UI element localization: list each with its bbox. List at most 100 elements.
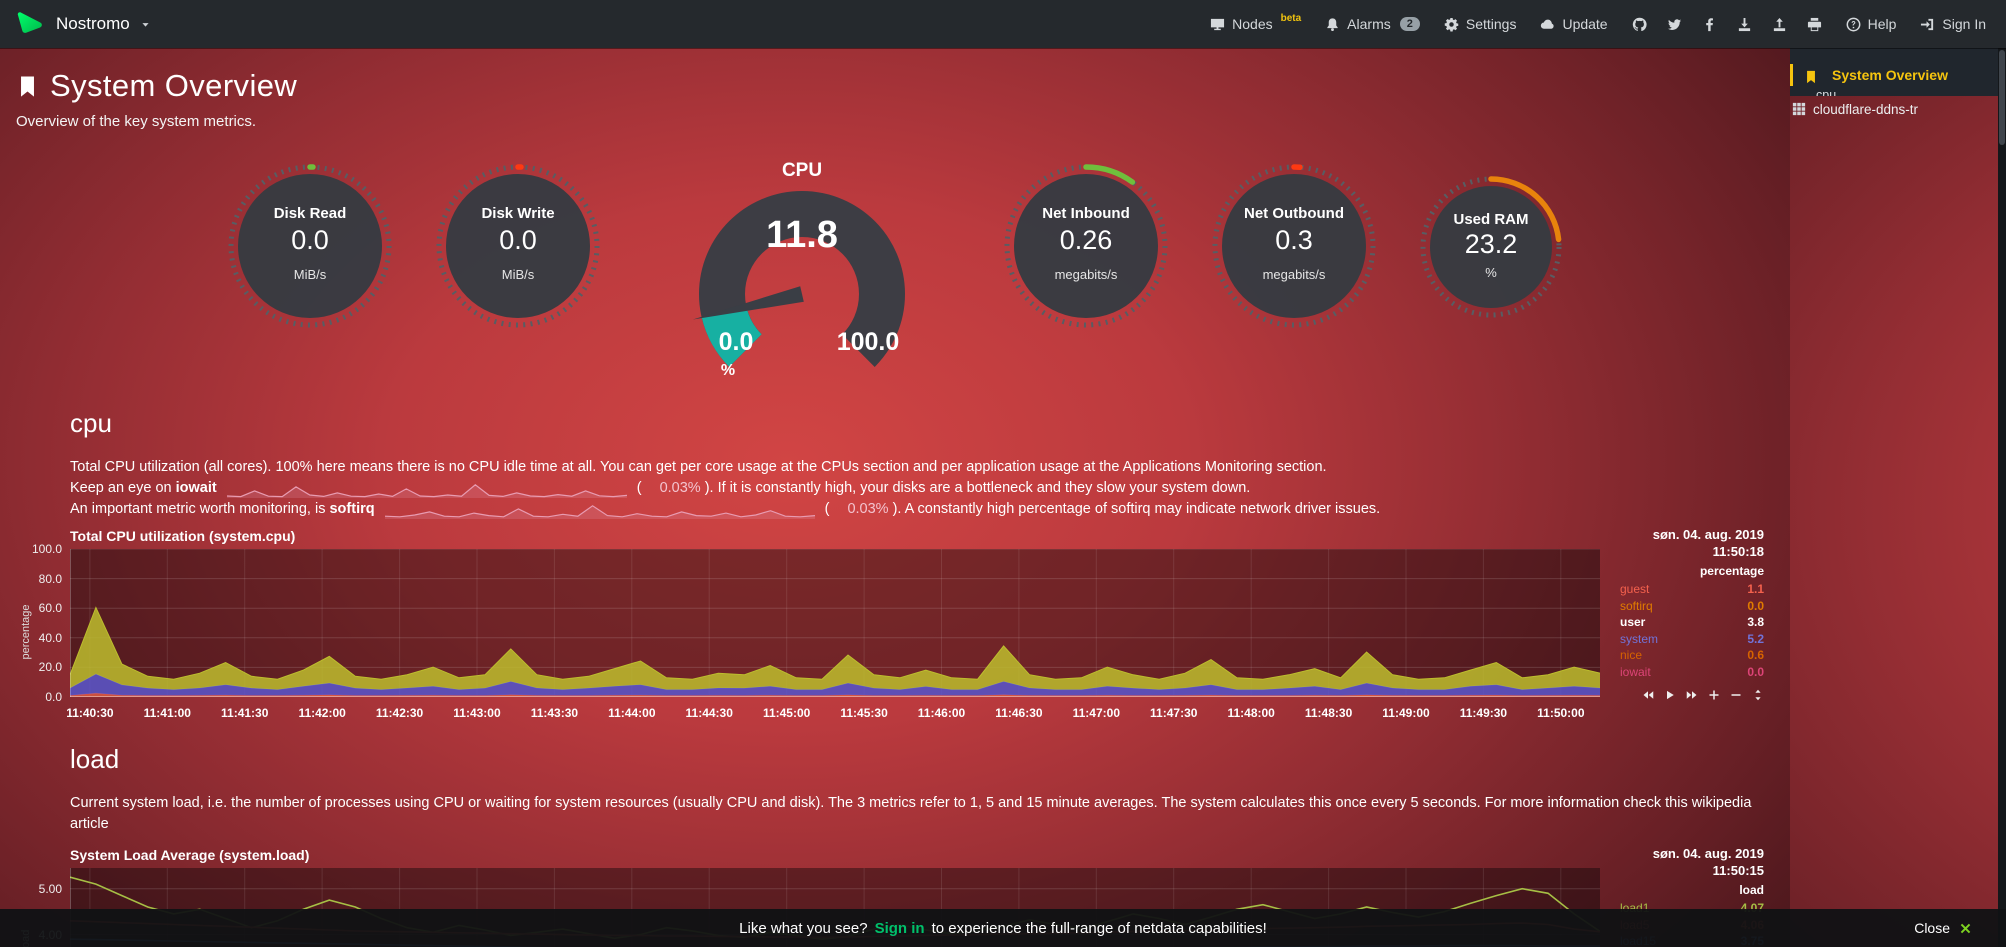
banner-close-button[interactable]: Close: [1914, 920, 1972, 936]
legend-value: 3.8: [1747, 615, 1764, 629]
x-tick-label: 11:48:30: [1304, 706, 1353, 720]
legend-item-guest[interactable]: guest 1.1: [1620, 581, 1764, 598]
gauge-ring: [1004, 164, 1168, 328]
settings-button[interactable]: Settings: [1444, 16, 1516, 32]
softirq-suffix: ). A constantly high percentage of softi…: [892, 501, 1381, 517]
chart-cpu: Total CPU utilization (system.cpu) søn. …: [14, 527, 1774, 720]
gauge-unit: MiB/s: [501, 266, 535, 282]
bookmark-icon: [16, 75, 39, 98]
x-tick-label: 11:45:30: [840, 706, 888, 720]
cpu-section-heading: cpu: [70, 408, 112, 438]
banner-text-suffix: to experience the full-range of netdata …: [931, 919, 1267, 937]
sidebar-item-system-overview[interactable]: System Overview: [1790, 64, 1972, 86]
softirq-value: 0.03%: [847, 501, 889, 517]
beta-badge: beta: [1280, 12, 1302, 24]
update-label: Update: [1562, 16, 1608, 32]
chart-play-icon[interactable]: [1664, 689, 1676, 701]
gauge-title: Disk Write: [481, 204, 555, 222]
chart-backward-icon[interactable]: [1642, 689, 1654, 701]
chart-unit-label: load: [1739, 883, 1764, 897]
bell-icon: [1325, 17, 1340, 32]
chevron-down-icon[interactable]: [140, 19, 151, 30]
x-tick-label: 11:49:30: [1459, 706, 1508, 720]
gauge-min-label: 0.0: [718, 328, 754, 356]
gauge-title: Used RAM: [1453, 211, 1529, 228]
gauges-row: Disk Read 0.0 MiB/s Disk Write 0.0 MiB/s…: [0, 160, 1790, 397]
x-tick-label: 11:41:00: [143, 706, 191, 720]
alarms-count-badge: 2: [1399, 17, 1420, 31]
facebook-icon[interactable]: [1702, 17, 1717, 32]
gauge-ring: [228, 164, 392, 328]
x-tick-label: 11:44:00: [608, 706, 656, 720]
x-tick-label: 11:41:30: [221, 706, 269, 720]
github-icon[interactable]: [1632, 17, 1647, 32]
legend-item-user[interactable]: user 3.8: [1620, 614, 1764, 631]
legend-name: user: [1620, 615, 1646, 629]
iowait-sparkline[interactable]: [226, 481, 627, 499]
x-tick-label: 11:48:00: [1227, 706, 1275, 720]
softirq-sparkline[interactable]: [384, 502, 815, 520]
x-tick-label: 11:47:00: [1072, 706, 1120, 720]
gauge-unit: MiB/s: [293, 266, 327, 282]
gauge-title: Net Inbound: [1042, 204, 1130, 222]
question-icon: [1846, 17, 1861, 32]
node-selector[interactable]: Nostromo: [56, 14, 130, 34]
twitter-icon[interactable]: [1667, 17, 1682, 32]
print-icon[interactable]: [1807, 17, 1822, 32]
legend-item-iowait[interactable]: iowait 0.0: [1620, 664, 1764, 681]
netdata-logo-icon: [14, 11, 46, 38]
grid-icon: [1792, 102, 1806, 116]
bookmark-icon: [1804, 70, 1818, 84]
sidebar-menu: System Overviewcpuloaddiskramnetworkproc…: [1790, 64, 1998, 947]
chart-minus-icon[interactable]: [1730, 689, 1742, 701]
gauge-disk-write[interactable]: Disk Write 0.0 MiB/s: [432, 160, 604, 332]
cpu-chart-canvas[interactable]: [69, 548, 1601, 698]
download-icon[interactable]: [1737, 17, 1752, 32]
alarms-button[interactable]: Alarms 2: [1325, 16, 1420, 32]
x-tick-label: 11:43:00: [453, 706, 501, 720]
gauge-used-ram[interactable]: Used RAM 23.2 %: [1416, 172, 1566, 322]
chart-plus-icon[interactable]: [1708, 689, 1720, 701]
legend-item-softirq[interactable]: softirq 0.0: [1620, 598, 1764, 615]
cloud-icon: [1540, 17, 1555, 32]
scrollbar-thumb[interactable]: [1999, 50, 2005, 145]
gauge-unit: megabits/s: [1054, 266, 1118, 282]
legend-item-system[interactable]: system 5.2: [1620, 631, 1764, 648]
legend-value: 0.0: [1747, 664, 1764, 679]
legend-item-nice[interactable]: nice 0.6: [1620, 647, 1764, 664]
y-tick-label: 80.0: [38, 571, 62, 586]
sidebar-item-cloudflare-ddns-tr[interactable]: cloudflare-ddns-tr: [1790, 96, 1998, 947]
signin-button[interactable]: Sign In: [1920, 16, 1986, 32]
page-scrollbar[interactable]: [1998, 48, 2006, 947]
legend-name: guest: [1620, 582, 1650, 596]
nodes-button[interactable]: Nodes beta: [1210, 12, 1302, 32]
update-button[interactable]: Update: [1540, 16, 1608, 32]
cpu-description: Total CPU utilization (all cores). 100% …: [70, 459, 1327, 475]
gauge-unit: %: [1485, 265, 1497, 280]
chart-resize-icon[interactable]: [1752, 689, 1764, 701]
help-button[interactable]: Help: [1846, 16, 1896, 32]
legend-name: softirq: [1620, 598, 1653, 613]
gauge-disk-read[interactable]: Disk Read 0.0 MiB/s: [224, 160, 396, 332]
nodes-icon: [1210, 17, 1225, 32]
topbar: Nostromo Nodes beta Alarms 2 Settings Up…: [0, 0, 2006, 48]
legend-value: 5.2: [1747, 631, 1764, 646]
legend-name: iowait: [1620, 664, 1651, 679]
chart-time: 11:50:18: [1712, 544, 1764, 559]
y-tick-label: 100.0: [31, 542, 62, 556]
legend-value: 0.6: [1747, 648, 1764, 662]
load-section-heading: load: [70, 744, 120, 774]
gauge-net-outbound[interactable]: Net Outbound 0.3 megabits/s: [1208, 160, 1380, 332]
gauge-title: CPU: [781, 160, 823, 181]
upload-icon[interactable]: [1772, 17, 1787, 32]
banner-signin-link[interactable]: Sign in: [874, 919, 925, 937]
gauge-cpu[interactable]: CPU 11.8 0.0 100.0 %: [652, 160, 952, 397]
x-tick-label: 11:43:30: [530, 706, 579, 720]
gauge-title: Disk Read: [273, 204, 347, 222]
chart-legend: guest 1.1 softirq 0.0 user 3.8 system 5.2 nice 0.…: [1620, 581, 1764, 680]
gear-icon: [1444, 17, 1459, 32]
alarms-label: Alarms: [1347, 16, 1391, 32]
gauge-net-inbound[interactable]: Net Inbound 0.26 megabits/s: [1000, 160, 1172, 332]
x-tick-label: 11:44:30: [685, 706, 733, 720]
chart-forward-icon[interactable]: [1686, 689, 1698, 701]
